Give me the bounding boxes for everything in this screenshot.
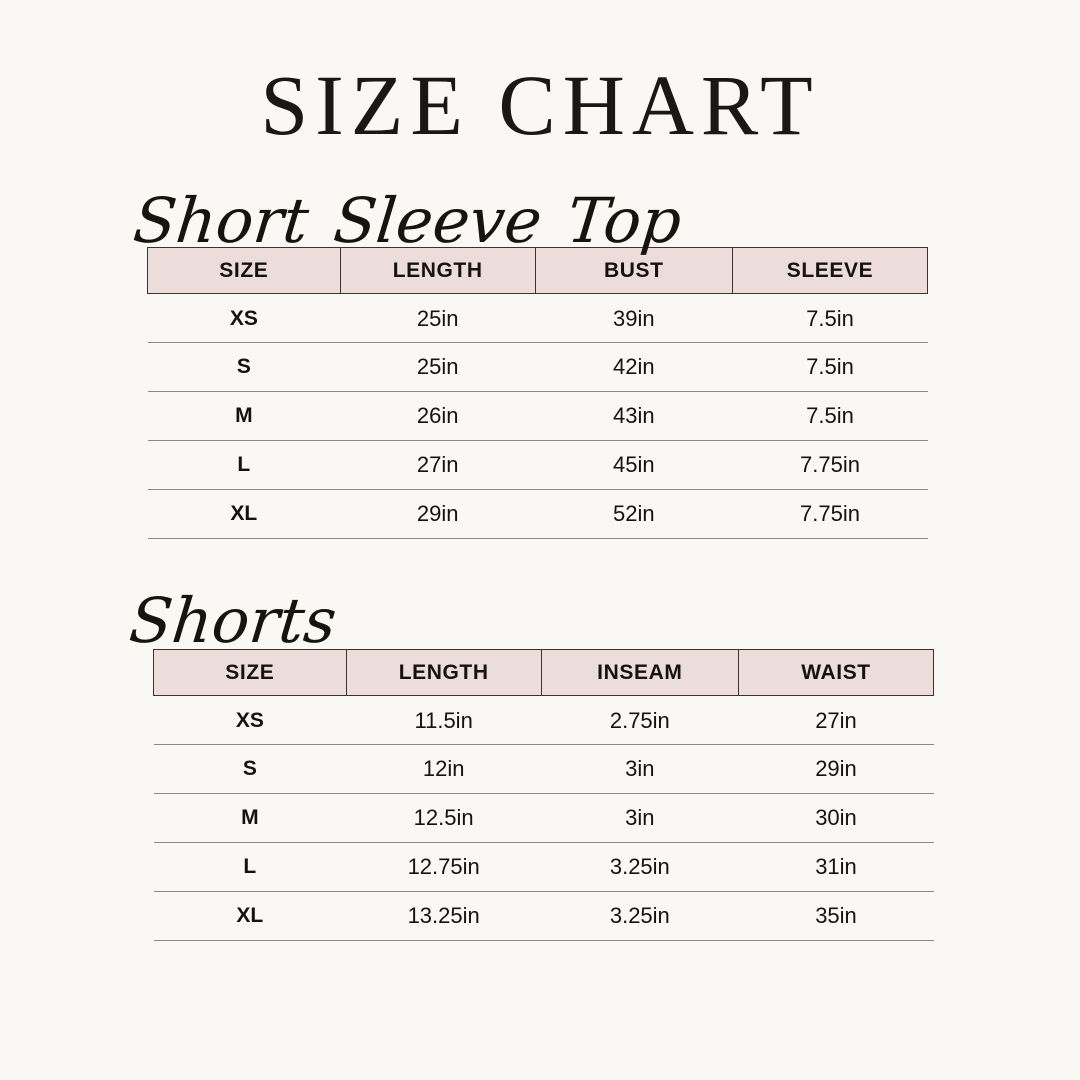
cell-length: 27in — [340, 440, 536, 490]
table-row: M 26in 43in 7.5in — [147, 391, 928, 441]
cell-bust: 52in — [535, 489, 733, 539]
cell-length: 12.5in — [346, 793, 542, 843]
cell-length: 13.25in — [346, 891, 542, 941]
size-table: SIZE LENGTH INSEAM WAIST XS 11.5in 2.75i… — [153, 649, 935, 941]
table-shorts: SIZE LENGTH INSEAM WAIST XS 11.5in 2.75i… — [153, 649, 935, 941]
cell-inseam: 3.25in — [541, 842, 739, 892]
table-row: L 27in 45in 7.75in — [147, 440, 928, 490]
cell-size: XS — [153, 695, 347, 745]
page-title: SIZE CHART — [260, 57, 820, 153]
cell-bust: 43in — [535, 391, 733, 441]
cell-size: XL — [153, 891, 347, 941]
table-row: L 12.75in 3.25in 31in — [153, 842, 934, 892]
column-header-length: LENGTH — [345, 649, 542, 696]
cell-length: 25in — [340, 293, 536, 343]
column-header-sleeve: SLEEVE — [731, 247, 929, 294]
table-row: S 25in 42in 7.5in — [147, 342, 928, 392]
header-row: SIZE LENGTH BUST SLEEVE — [147, 247, 929, 294]
cell-size: XL — [147, 489, 341, 539]
cell-inseam: 3.25in — [541, 891, 739, 941]
column-header-inseam: INSEAM — [540, 649, 739, 696]
column-header-size: SIZE — [153, 649, 347, 696]
cell-length: 26in — [340, 391, 536, 441]
cell-waist: 29in — [738, 744, 934, 794]
cell-bust: 45in — [535, 440, 733, 490]
cell-size: L — [153, 842, 347, 892]
cell-size: M — [147, 391, 341, 441]
size-table: SIZE LENGTH BUST SLEEVE XS 25in 39in 7.5… — [147, 247, 929, 539]
heading-word: Sleeve — [330, 184, 546, 257]
cell-waist: 35in — [738, 891, 934, 941]
cell-length: 12.75in — [346, 842, 542, 892]
cell-sleeve: 7.5in — [732, 293, 928, 343]
table-row: XL 13.25in 3.25in 35in — [153, 891, 934, 941]
cell-inseam: 3in — [541, 744, 739, 794]
heading-word: Shorts — [126, 584, 340, 657]
cell-waist: 30in — [738, 793, 934, 843]
cell-waist: 27in — [738, 695, 934, 745]
section-heading-shorts: Shorts — [126, 584, 340, 657]
header-row: SIZE LENGTH INSEAM WAIST — [153, 649, 935, 696]
cell-sleeve: 7.75in — [732, 440, 928, 490]
table-short-sleeve-top: SIZE LENGTH BUST SLEEVE XS 25in 39in 7.5… — [147, 247, 929, 539]
table-row: M 12.5in 3in 30in — [153, 793, 934, 843]
column-header-size: SIZE — [147, 247, 341, 294]
section-heading-short-sleeve-top: Short Sleeve Top — [130, 184, 685, 257]
cell-bust: 42in — [535, 342, 733, 392]
cell-size: XS — [147, 293, 341, 343]
cell-inseam: 2.75in — [541, 695, 739, 745]
cell-length: 12in — [346, 744, 542, 794]
cell-inseam: 3in — [541, 793, 739, 843]
cell-sleeve: 7.5in — [732, 391, 928, 441]
cell-length: 29in — [340, 489, 536, 539]
table-row: XL 29in 52in 7.75in — [147, 489, 928, 539]
table-row: XS 25in 39in 7.5in — [147, 293, 928, 343]
table-row: S 12in 3in 29in — [153, 744, 934, 794]
cell-sleeve: 7.75in — [732, 489, 928, 539]
cell-sleeve: 7.5in — [732, 342, 928, 392]
cell-length: 11.5in — [346, 695, 542, 745]
column-header-waist: WAIST — [737, 649, 935, 696]
table-header: SIZE LENGTH INSEAM WAIST — [153, 649, 935, 696]
cell-size: S — [147, 342, 341, 392]
cell-length: 25in — [340, 342, 536, 392]
table-body: XS 25in 39in 7.5in S 25in 42in 7.5in M 2… — [147, 293, 928, 539]
table-header: SIZE LENGTH BUST SLEEVE — [147, 247, 929, 294]
column-header-bust: BUST — [534, 247, 733, 294]
cell-size: L — [147, 440, 341, 490]
table-row: XS 11.5in 2.75in 27in — [153, 695, 934, 745]
heading-word: Short — [130, 184, 313, 257]
cell-size: M — [153, 793, 347, 843]
cell-bust: 39in — [535, 293, 733, 343]
cell-waist: 31in — [738, 842, 934, 892]
table-body: XS 11.5in 2.75in 27in S 12in 3in 29in M … — [153, 695, 934, 941]
heading-word: Top — [563, 184, 685, 257]
cell-size: S — [153, 744, 347, 794]
